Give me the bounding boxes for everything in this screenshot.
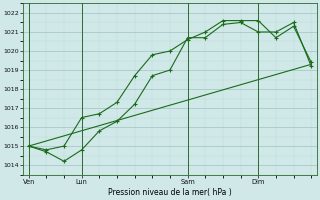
X-axis label: Pression niveau de la mer( hPa ): Pression niveau de la mer( hPa ) <box>108 188 232 197</box>
